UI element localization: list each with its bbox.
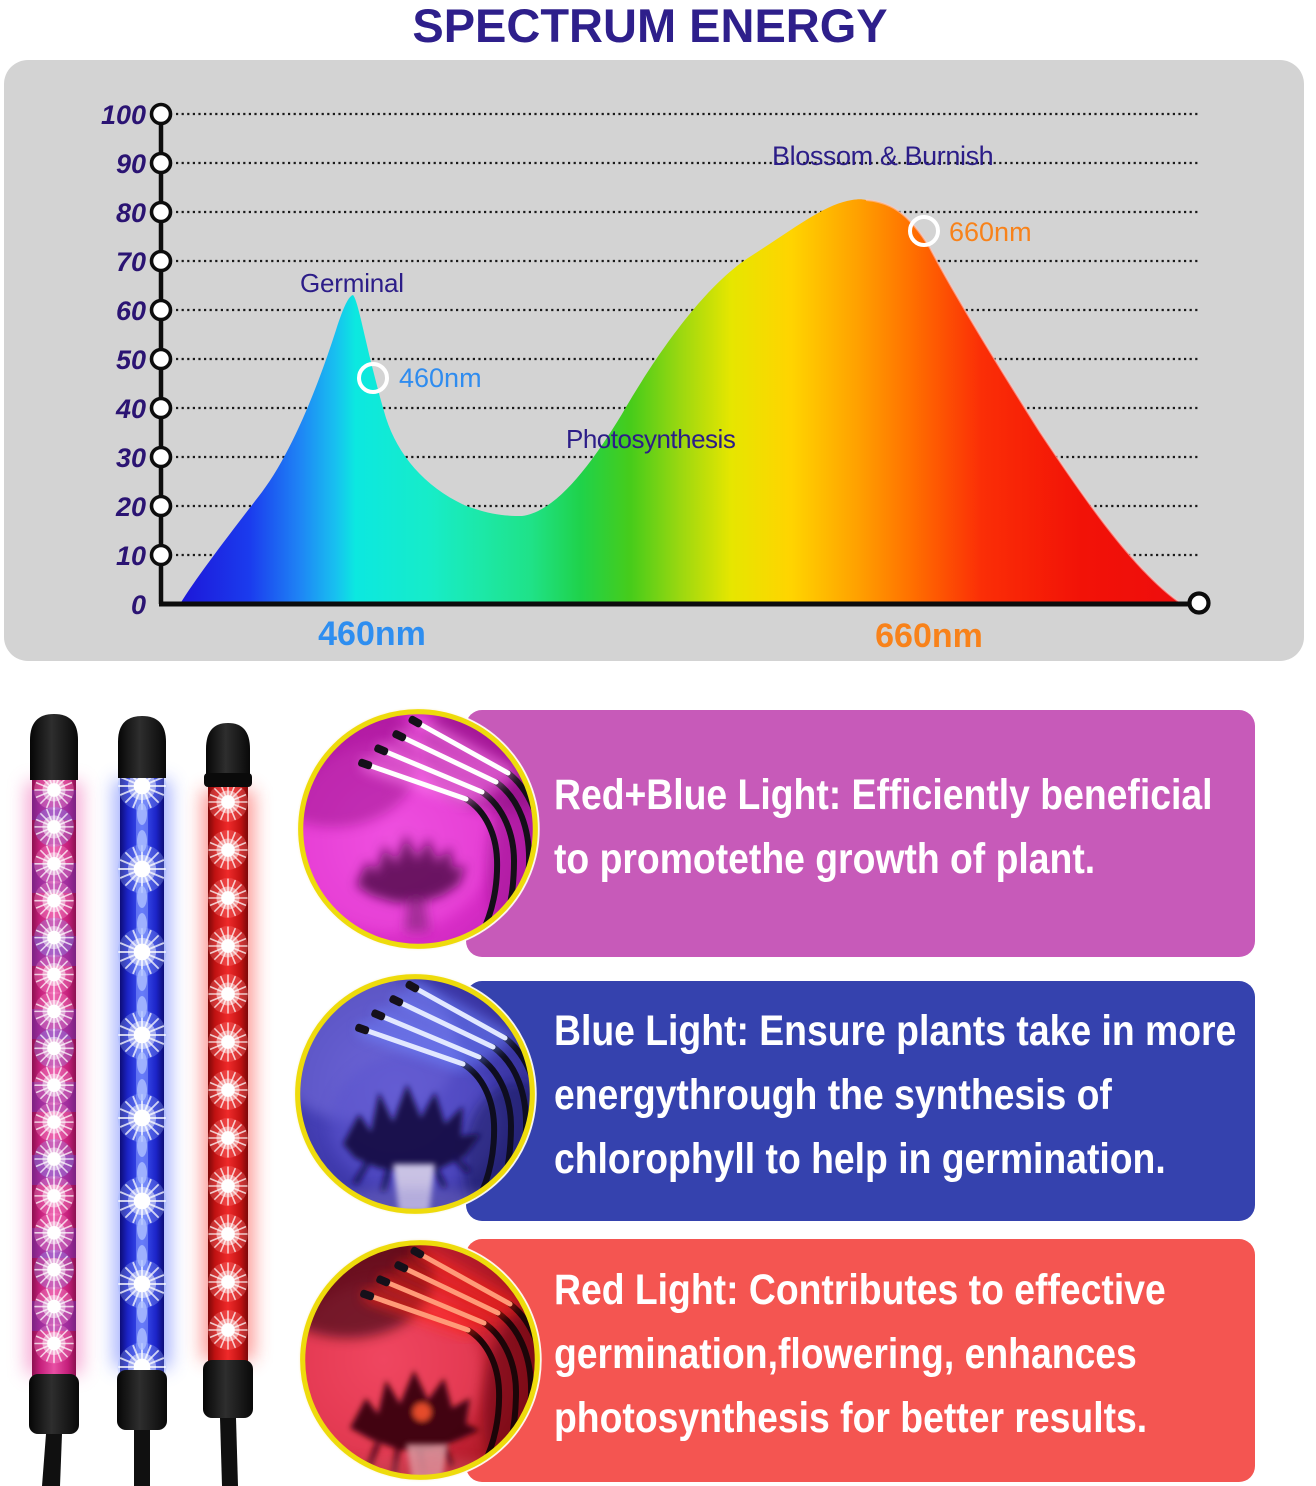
svg-text:Germinal: Germinal [300, 268, 404, 298]
svg-text:460nm: 460nm [399, 363, 482, 393]
svg-text:0: 0 [131, 590, 146, 620]
svg-text:90: 90 [116, 149, 146, 179]
svg-text:460nm: 460nm [318, 615, 426, 653]
svg-text:70: 70 [116, 247, 146, 277]
svg-text:30: 30 [116, 443, 146, 473]
svg-text:40: 40 [115, 394, 146, 424]
svg-text:10: 10 [116, 541, 146, 571]
svg-text:20: 20 [115, 492, 146, 522]
svg-text:Blossom & Burnish: Blossom & Burnish [772, 141, 993, 171]
svg-text:60: 60 [116, 296, 146, 326]
svg-text:660nm: 660nm [949, 217, 1032, 247]
svg-text:660nm: 660nm [875, 617, 983, 655]
svg-text:100: 100 [101, 100, 146, 130]
svg-text:Photosynthesis: Photosynthesis [566, 424, 736, 454]
svg-text:80: 80 [116, 198, 146, 228]
svg-text:50: 50 [116, 345, 146, 375]
